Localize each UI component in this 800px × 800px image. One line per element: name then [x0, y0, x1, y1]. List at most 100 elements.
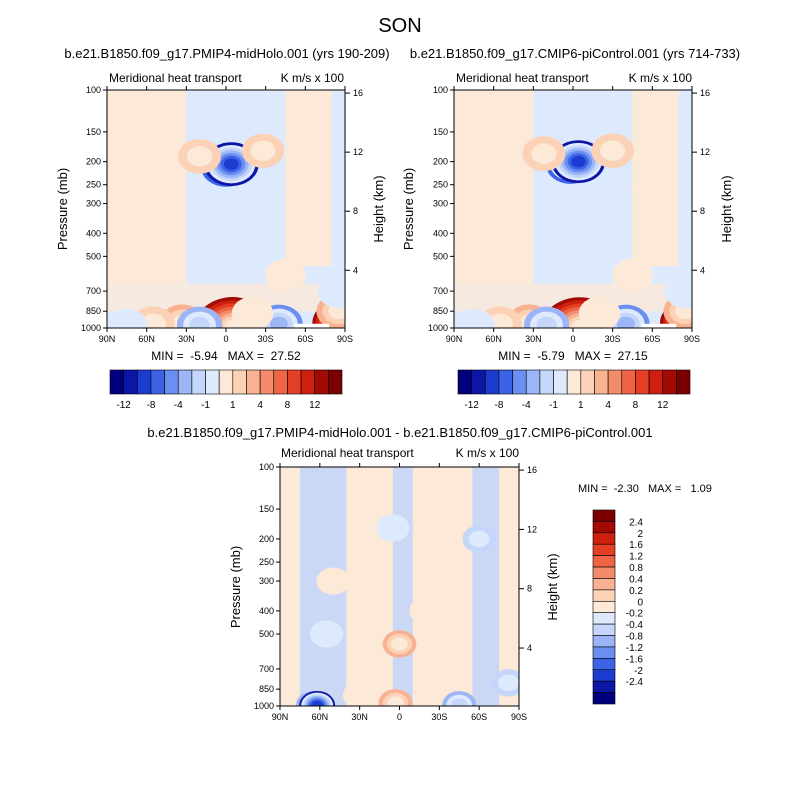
panel-a: b.e21.B1850.f09_g17.PMIP4-midHolo.001 (y… — [55, 46, 390, 411]
pc-contour-region — [422, 655, 457, 683]
pb-x-tick-label: 90N — [446, 334, 463, 344]
pa-y-tick-label: 500 — [86, 251, 101, 261]
pa-y-tick-label: 1000 — [81, 323, 101, 333]
pc-y-tick-label: 300 — [259, 576, 274, 586]
pa-colorbar-box — [136, 369, 152, 395]
pb-colorbar-label: -1 — [549, 400, 558, 411]
pb-band — [454, 90, 534, 284]
pa-y-tick-label: 200 — [86, 157, 101, 167]
pb-colorbar-box — [580, 369, 595, 395]
pa-colorbar-box — [164, 369, 179, 395]
panel-a-colorbar: -12 -8 -4 -1 1 4 8 12 — [109, 369, 343, 411]
panel-c-ylabel: Pressure (mb) — [228, 546, 243, 628]
pc-y-tick-label: 850 — [259, 684, 274, 694]
panel-c-x-ticks: 90N 60N 30N 0 30S 60S 90S — [272, 463, 527, 722]
panel-b-y-ticks: 100 150 200 250 300 400 500 700 850 1000 — [428, 85, 454, 333]
pc-band — [392, 467, 413, 706]
pb-colorbar-box — [512, 369, 527, 395]
panel-b-contour-field — [454, 90, 692, 328]
pa-colorbar-box — [273, 369, 288, 395]
pa-y-tick-label: 400 — [86, 228, 101, 238]
panel-b-ylabel: Pressure (mb) — [401, 168, 416, 250]
pc-y-tick-label: 1000 — [254, 701, 274, 711]
page-title: SON — [378, 15, 421, 37]
pa-colorbar-box — [328, 369, 343, 395]
pb-colorbar-box — [498, 369, 513, 395]
pa-colorbar-label: 1 — [230, 400, 236, 411]
pa-colorbar-box — [314, 369, 329, 395]
pb-contour-region — [612, 258, 653, 292]
pc-x-tick-label: 30N — [351, 712, 368, 722]
pc-colorbar-box — [592, 555, 616, 568]
pa-y-tick-label: 150 — [86, 127, 101, 137]
pa-colorbar-box — [109, 369, 124, 395]
pc-colorbar-label: 1.6 — [629, 540, 643, 551]
pc-colorbar-box — [592, 543, 616, 556]
panel-c-colorbar: 2.421.61.20.80.40.20-0.2-0.4-0.8-1.2-1.6… — [592, 509, 644, 705]
pa-colorbar-box — [300, 369, 316, 395]
pc-x-tick-label: 0 — [397, 712, 402, 722]
pb-x-tick-label: 30S — [605, 334, 621, 344]
pa-y-tick-label: 100 — [86, 85, 101, 95]
pa-band — [107, 90, 187, 284]
pa-y-tick-label: 700 — [86, 286, 101, 296]
pc-y-tick-label: 500 — [259, 629, 274, 639]
pb-colorbar-box — [607, 369, 623, 395]
pc-colorbar-label: -2.4 — [626, 677, 644, 688]
pb-contour-region — [454, 308, 495, 328]
pb-x-tick-label: 0 — [570, 334, 575, 344]
pb-colorbar-box — [553, 369, 568, 395]
pc-y-tick-label: 700 — [259, 664, 274, 674]
pc-colorbar-label: 1.2 — [629, 552, 643, 563]
pa-x-tick-label: 90S — [337, 334, 353, 344]
pc-contour-region — [391, 637, 408, 651]
pa-x-tick-label: 60N — [138, 334, 155, 344]
pc-colorbar-label: 2.4 — [629, 517, 643, 528]
pb-contour-region — [531, 143, 557, 164]
pb-colorbar-box — [594, 369, 609, 395]
pa-x-tick-label: 60S — [297, 334, 313, 344]
pc-colorbar-box — [592, 509, 616, 522]
panel-a-y-right-ticks: 16 12 8 4 — [345, 88, 363, 275]
pa-x-tick-label: 30N — [178, 334, 195, 344]
panel-c-contour-field — [280, 467, 519, 706]
pa-y-tick-label: 250 — [86, 180, 101, 190]
panel-b-y-right-ticks: 16 12 8 4 — [692, 88, 710, 275]
pc-colorbar-label: -0.2 — [626, 609, 644, 620]
panel-a-x-ticks: 90N 60N 30N 0 30S 60S 90S — [99, 86, 353, 344]
pb-y-right-tick-label: 4 — [700, 265, 705, 275]
pb-colorbar-box — [648, 369, 664, 395]
pb-y-tick-label: 300 — [433, 199, 448, 209]
pb-colorbar-box — [539, 369, 554, 395]
pb-colorbar-box — [525, 369, 541, 395]
pb-x-tick-label: 90S — [684, 334, 700, 344]
pb-contour-region — [536, 316, 557, 328]
panel-c-y-right-ticks: 16 12 8 4 — [519, 465, 537, 653]
pc-colorbar-box — [592, 635, 616, 648]
pa-contour-region — [265, 258, 306, 292]
pb-colorbar-box — [662, 369, 677, 395]
pa-y-tick-label: 850 — [86, 306, 101, 316]
pc-x-tick-label: 90S — [511, 712, 527, 722]
pa-colorbar-box — [287, 369, 302, 395]
pc-colorbar-label: -1.2 — [626, 643, 644, 654]
pb-y-right-tick-label: 16 — [700, 88, 710, 98]
pc-contour-region — [468, 530, 490, 548]
pa-contour-region — [269, 316, 288, 328]
panel-a-units: K m/s x 100 — [281, 71, 345, 85]
pa-contour-region — [317, 274, 345, 309]
pb-colorbar-box — [566, 369, 582, 395]
pc-colorbar-box — [592, 669, 616, 682]
pa-x-tick-label: 90N — [99, 334, 116, 344]
pb-colorbar-box — [635, 369, 650, 395]
pa-contour-region — [223, 158, 239, 170]
panel-a-left-title: Meridional heat transport — [109, 71, 242, 85]
pa-colorbar-box — [205, 369, 220, 395]
pc-contour-region — [450, 698, 468, 706]
pb-colorbar-box — [471, 369, 486, 395]
pa-colorbar-box — [218, 369, 234, 395]
pc-colorbar-label: -0.4 — [626, 620, 644, 631]
pc-y-tick-label: 200 — [259, 534, 274, 544]
pc-contour-region — [409, 597, 443, 625]
